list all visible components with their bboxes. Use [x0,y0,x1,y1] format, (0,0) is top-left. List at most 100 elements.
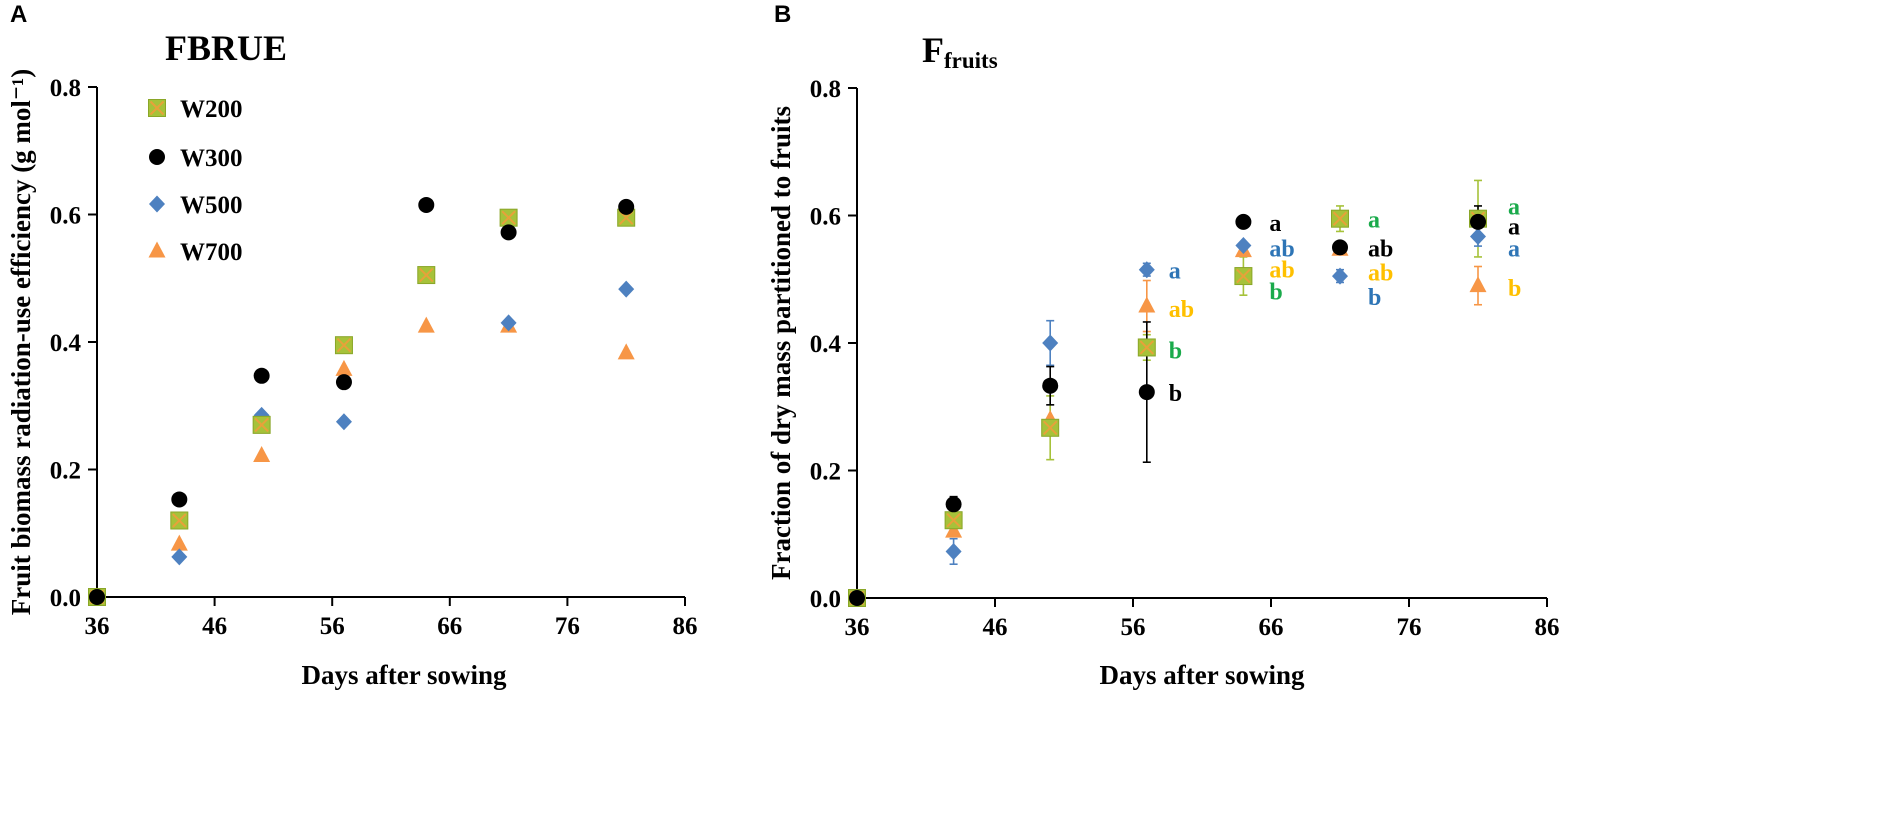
point-w500 [1332,267,1348,285]
point-w500 [335,413,352,431]
significance-letter: ab [1368,261,1393,287]
significance-letter: b [1169,338,1182,364]
point-w700 [253,445,271,462]
x-tick-label: 36 [85,613,110,640]
point-w500 [618,280,635,298]
panel-a-xlabel: Days after sowing [302,660,507,690]
legend-marker-w300 [149,149,165,165]
y-tick-label: 0.6 [810,204,841,231]
x-tick-label: 46 [983,614,1008,641]
point-w200 [417,266,436,285]
panel-a: A FBRUE 36 46 56 66 76 86 0.0 0.2 0.4 0.6 0.8 Days… [6,1,698,690]
y-tick-label: 0.8 [810,76,841,103]
point-w200 [1137,338,1156,357]
point-w300 [171,491,188,508]
point-w500 [1042,334,1059,352]
x-tick-label: 36 [845,614,870,641]
x-tick-label: 76 [555,613,580,640]
point-w200 [252,415,271,434]
significance-letter: b [1169,381,1182,407]
x-tick-label: 46 [202,613,227,640]
y-tick-label: 0.6 [50,203,81,230]
y-tick-label: 0.4 [50,330,82,357]
point-w200 [334,336,353,355]
panel-a-letter: A [10,1,27,28]
significance-letter: a [1169,259,1181,285]
panel-a-axes: 36 46 56 66 76 86 0.0 0.2 0.4 0.6 0.8 [50,75,698,640]
significance-letter: a [1508,236,1520,262]
panel-b-axes: 36 46 56 66 76 86 0.0 0.2 0.4 0.6 0.8 [810,76,1560,641]
panel-b-title-sub: fruits [944,48,998,73]
x-tick-label: 56 [320,613,345,640]
point-w300 [1138,384,1155,401]
point-w200 [1041,418,1060,437]
y-tick-label: 0.0 [50,585,81,612]
significance-letter: b [1269,280,1282,306]
y-tick-label: 0.8 [50,75,81,102]
legend-label-w300: W300 [180,145,243,172]
point-w500 [500,314,517,332]
point-w700 [335,359,353,376]
significance-letter: a [1508,215,1520,241]
legend-marker-w500 [149,195,165,213]
significance-letter: b [1508,276,1521,302]
legend-label-w700: W700 [180,239,243,266]
point-w300 [1332,239,1348,256]
significance-letter: b [1368,285,1381,311]
legend-label-w500: W500 [180,192,243,219]
point-w300 [335,374,352,391]
significance-letter: a [1508,194,1520,220]
point-w200 [1331,209,1349,228]
x-tick-label: 86 [1535,614,1560,641]
point-w700 [1469,276,1487,293]
panel-b: B Ffruits 36 46 56 66 76 86 0.0 0.2 0.4 0.6 0.8 Da… [766,1,1560,690]
point-w500 [945,542,962,560]
point-w300 [945,496,962,513]
legend-marker-w700 [148,241,166,258]
y-tick-label: 0.2 [50,458,81,485]
significance-letter: ab [1269,257,1294,283]
significance-letter: a [1368,208,1380,234]
panel-b-xlabel: Days after sowing [1100,660,1305,690]
point-w300 [1235,213,1252,230]
point-w200 [1234,267,1253,286]
legend-marker-w200 [148,99,166,117]
significance-letter: ab [1269,236,1294,262]
panel-b-letter: B [774,1,791,28]
x-tick-label: 66 [437,613,462,640]
significance-letter: a [1269,211,1281,237]
point-w700 [945,521,963,538]
point-w500 [171,548,188,566]
x-tick-label: 56 [1121,614,1146,641]
point-w300 [253,367,270,384]
panel-b-points [848,179,1487,607]
point-w500 [1235,236,1252,254]
y-tick-label: 0.4 [810,331,842,358]
point-w700 [617,343,635,360]
panel-a-legend: W200 W300 W500 W700 [148,96,243,266]
point-w300 [89,589,105,605]
point-w300 [849,590,865,606]
point-w200 [499,208,518,227]
panel-b-title-main: F [922,30,944,70]
panel-b-title: Ffruits [922,30,998,73]
point-w300 [618,198,635,215]
point-w300 [418,196,435,213]
panel-b-ylabel: Fraction of dry mass partitioned to frui… [766,106,796,580]
significance-letter: ab [1368,236,1393,262]
point-w700 [1138,296,1156,313]
point-w300 [500,224,517,241]
point-w300 [1470,213,1486,230]
point-w500 [1138,261,1155,279]
significance-letter: ab [1169,297,1194,323]
x-tick-label: 66 [1259,614,1284,641]
x-tick-label: 76 [1397,614,1422,641]
y-tick-label: 0.2 [810,459,841,486]
point-w300 [1042,377,1059,394]
panel-a-ylabel: Fruit biomass radiation-use efficiency (… [6,69,36,616]
y-tick-label: 0.0 [810,586,841,613]
point-w200 [170,511,189,530]
panel-a-points [88,196,636,606]
